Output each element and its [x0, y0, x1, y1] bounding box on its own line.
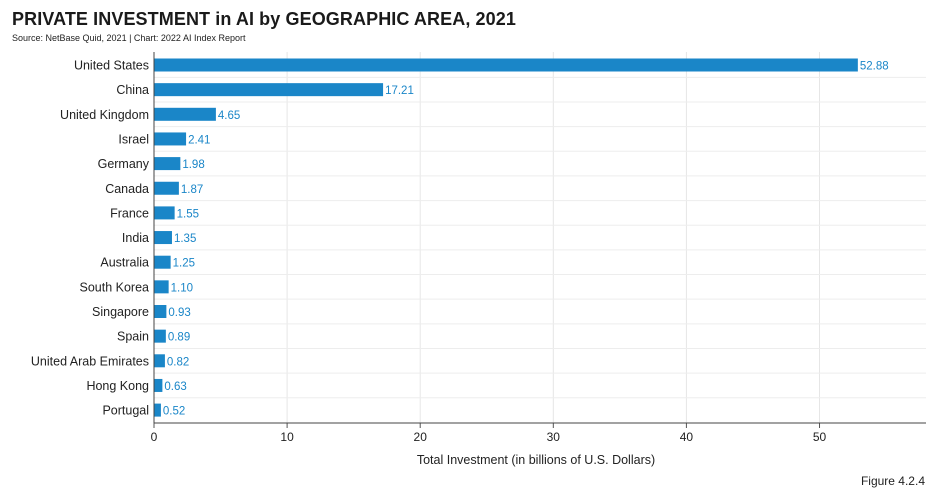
category-label: Portugal: [102, 404, 149, 418]
category-label: France: [110, 206, 149, 220]
x-tick-label: 10: [280, 430, 294, 444]
bar: [154, 107, 216, 121]
category-label: United States: [74, 59, 149, 73]
bar: [154, 280, 169, 294]
bar: [154, 305, 167, 318]
axes: [153, 52, 926, 428]
category-label: United Arab Emirates: [31, 354, 149, 368]
category-label: Germany: [98, 157, 150, 171]
category-label: Singapore: [92, 305, 149, 319]
bar: [154, 354, 165, 368]
bar: [154, 181, 179, 195]
bar: [154, 83, 384, 97]
value-label: 2.41: [188, 134, 210, 146]
value-label: 1.10: [171, 282, 193, 294]
bar: [154, 132, 187, 146]
x-tick-label: 40: [680, 430, 694, 444]
value-label: 1.98: [182, 159, 204, 171]
bar: [154, 403, 161, 417]
bar: [154, 378, 163, 392]
value-label: 1.25: [173, 258, 195, 270]
value-label: 4.65: [218, 110, 240, 122]
category-label: India: [122, 231, 149, 245]
bar: [154, 231, 172, 245]
value-label: 17.21: [385, 85, 414, 97]
bar: [154, 157, 181, 171]
x-tick-label: 30: [547, 430, 561, 444]
value-label: 52.88: [860, 61, 889, 73]
bar: [154, 206, 175, 220]
chart-title: PRIVATE INVESTMENT in AI by GEOGRAPHIC A…: [12, 9, 516, 29]
grid-lines: [154, 52, 926, 423]
bar: [154, 58, 858, 72]
category-label: South Korea: [80, 280, 150, 294]
value-label: 0.89: [168, 332, 190, 344]
category-label: Israel: [118, 132, 149, 146]
figure-number: Figure 4.2.4: [860, 474, 925, 488]
value-label: 1.35: [174, 233, 196, 245]
x-tick-label: 50: [813, 430, 827, 444]
category-label: China: [116, 83, 149, 97]
bar: [154, 329, 166, 343]
category-label: United Kingdom: [60, 108, 149, 122]
value-label: 0.93: [168, 307, 190, 319]
bars: [154, 58, 858, 417]
value-label: 0.52: [163, 406, 185, 418]
x-axis-title: Total Investment (in billions of U.S. Do…: [417, 453, 655, 467]
value-label: 0.63: [164, 381, 186, 393]
category-label: Spain: [117, 330, 149, 344]
labels: 0 10 20 30 40 50 United States 52.88 China 17.21 U…: [31, 59, 889, 445]
value-label: 1.55: [177, 208, 199, 220]
x-tick-label: 0: [151, 430, 158, 444]
bar: [154, 255, 171, 269]
chart-subtitle: Source: NetBase Quid, 2021 | Chart: 2022…: [12, 33, 246, 43]
value-label: 1.87: [181, 184, 203, 196]
category-label: Canada: [105, 182, 149, 196]
x-tick-label: 20: [414, 430, 428, 444]
value-label: 0.82: [167, 356, 189, 368]
category-label: Hong Kong: [86, 379, 149, 393]
category-label: Australia: [100, 256, 149, 270]
